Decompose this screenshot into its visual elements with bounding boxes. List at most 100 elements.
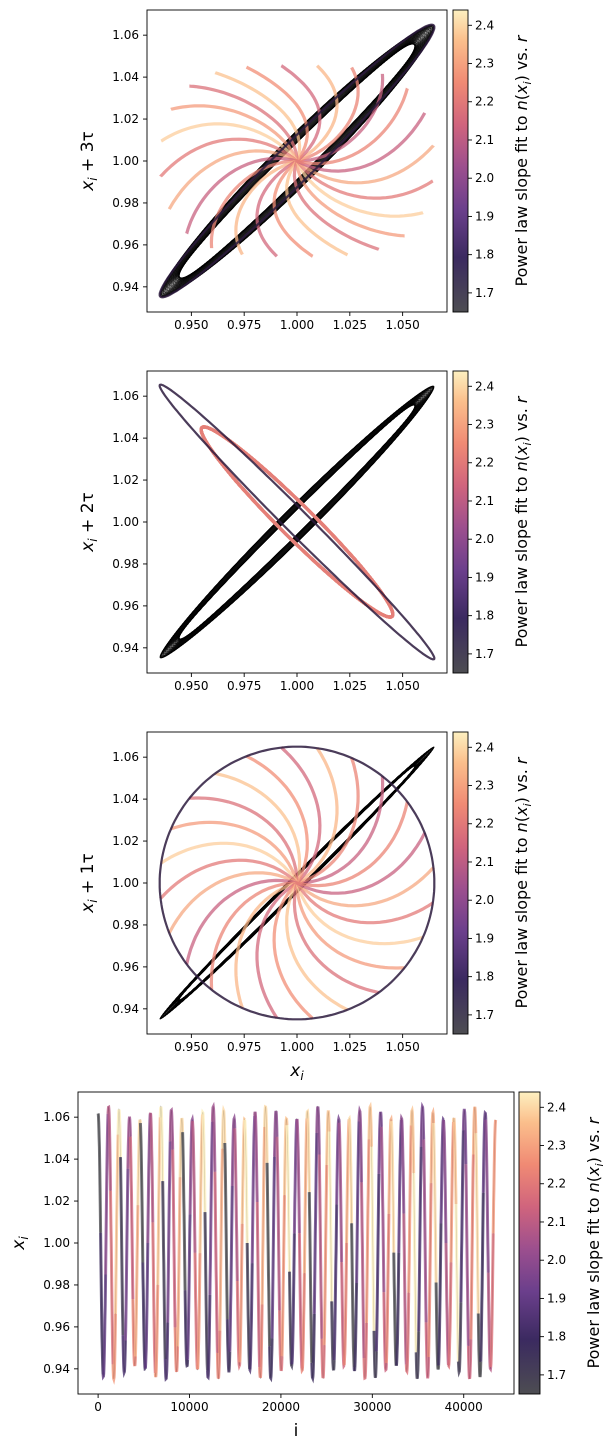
- colored-segment: [275, 1136, 281, 1311]
- colorbar-tick-label: 2.3: [475, 418, 494, 432]
- colored-segment: [199, 425, 395, 619]
- colorbar-tick-label: 2.3: [475, 57, 494, 71]
- colored-segment: [220, 1104, 227, 1149]
- colorbar-tick-label: 1.7: [475, 647, 494, 661]
- colored-segment: [210, 1101, 217, 1172]
- colored-segment: [389, 1120, 396, 1253]
- colored-segment: [136, 1119, 142, 1206]
- colored-segment: [234, 159, 299, 256]
- colored-segment: [173, 1327, 180, 1373]
- colored-segment: [156, 1117, 162, 1285]
- colorbar-tick-label: 1.7: [475, 1008, 494, 1022]
- colored-segment: [422, 1139, 428, 1323]
- colorbar-tick-label: 1.9: [475, 931, 494, 945]
- colored-segment: [228, 1185, 234, 1352]
- colored-segment: [288, 1271, 294, 1371]
- colorbar-tick-label: 2.4: [475, 18, 494, 32]
- colored-segment: [209, 881, 299, 990]
- y-tick-label: 0.96: [112, 960, 139, 974]
- colored-segment: [295, 144, 435, 185]
- x-tick-label: 1.050: [385, 1040, 419, 1054]
- colored-segment: [196, 1253, 202, 1370]
- colored-segment: [199, 425, 395, 619]
- colored-segment: [442, 1119, 448, 1244]
- colorbar-tick-label: 2.0: [475, 171, 494, 185]
- colored-segment: [185, 156, 299, 235]
- colored-segment: [417, 1146, 423, 1332]
- colored-segment: [409, 1105, 416, 1174]
- x-tick-label: 0.950: [174, 318, 208, 332]
- colored-segment: [104, 1113, 110, 1275]
- colored-segment: [295, 64, 339, 163]
- colored-segment: [143, 1242, 150, 1369]
- x-axis-label: xi: [289, 1061, 304, 1083]
- colored-segment: [491, 1119, 498, 1234]
- colorbar: [518, 1091, 541, 1395]
- y-tick-label: 0.94: [112, 1002, 139, 1016]
- colorbar-tick-label: 2.0: [547, 1253, 566, 1267]
- colorbar-tick-label: 1.9: [475, 209, 494, 223]
- x-tick-label: 0.975: [227, 318, 261, 332]
- colored-segment: [151, 1222, 157, 1374]
- plot-area: [96, 1101, 498, 1385]
- colored-segment: [201, 1108, 207, 1213]
- colored-segment: [466, 1339, 473, 1380]
- y-tick-label: 1.00: [43, 1236, 70, 1250]
- colorbar-tick-label: 2.0: [475, 532, 494, 546]
- colored-segment: [365, 1139, 371, 1323]
- colored-segment: [199, 425, 395, 619]
- colored-segment: [199, 425, 395, 619]
- colored-segment: [121, 1335, 127, 1379]
- y-tick-label: 0.96: [112, 599, 139, 613]
- colored-segment: [307, 1192, 314, 1363]
- y-tick-label: 1.00: [112, 515, 139, 529]
- colored-segment: [310, 1313, 316, 1384]
- colorbar-tick-label: 2.3: [547, 1139, 566, 1153]
- colored-segment: [186, 1214, 192, 1360]
- y-tick-label: 0.96: [43, 1320, 70, 1334]
- colored-segment: [199, 425, 395, 619]
- colored-segment: [471, 1106, 478, 1155]
- colored-segment: [253, 1111, 259, 1203]
- colorbar-tick-label: 2.4: [475, 740, 494, 754]
- colored-segment: [178, 1117, 185, 1178]
- colored-segment: [128, 1136, 135, 1300]
- colored-segment: [315, 1106, 321, 1155]
- y-tick-label: 1.02: [112, 834, 139, 848]
- colored-segment: [285, 159, 349, 257]
- colorbar-tick-label: 2.2: [475, 817, 494, 831]
- colored-segment: [419, 1101, 426, 1147]
- colored-segment: [332, 1204, 339, 1361]
- colored-segment: [101, 1274, 108, 1381]
- colorbar-tick-label: 2.1: [475, 855, 494, 869]
- colored-segment: [486, 1272, 493, 1373]
- y-axis-label: xi: [9, 1236, 31, 1251]
- colored-segment: [427, 1183, 433, 1358]
- colored-segment: [199, 425, 395, 619]
- x-tick-label: 1.050: [385, 318, 419, 332]
- x-tick-label: 10000: [170, 1400, 208, 1414]
- colored-segment: [199, 425, 395, 619]
- colored-segment: [280, 1195, 286, 1357]
- colored-segment: [414, 1331, 421, 1379]
- y-axis-label: xi + 3τ: [78, 131, 100, 192]
- colored-segment: [109, 1190, 115, 1365]
- colored-segment: [447, 1262, 453, 1370]
- colored-segment: [464, 1164, 470, 1346]
- colored-segment: [285, 1125, 291, 1272]
- colored-segment: [335, 1113, 341, 1205]
- colored-segment: [399, 1113, 406, 1214]
- trajectory-rim: [158, 745, 436, 1021]
- colored-segment: [126, 1116, 132, 1169]
- colored-segment: [325, 1110, 331, 1166]
- colored-segment: [199, 425, 395, 619]
- colored-segment: [295, 73, 385, 163]
- x-axis-label: i: [294, 1421, 299, 1441]
- panel-4: 0 10000 20000 30000 40000 0.94 0.96 0.98 1.00 1.0…: [9, 1091, 606, 1441]
- colored-segment: [235, 1280, 242, 1371]
- colored-segment: [199, 425, 395, 619]
- colored-segment: [189, 84, 299, 163]
- colored-segment: [479, 1192, 485, 1362]
- x-tick-label: 1.000: [280, 318, 314, 332]
- colored-segment: [198, 1114, 204, 1254]
